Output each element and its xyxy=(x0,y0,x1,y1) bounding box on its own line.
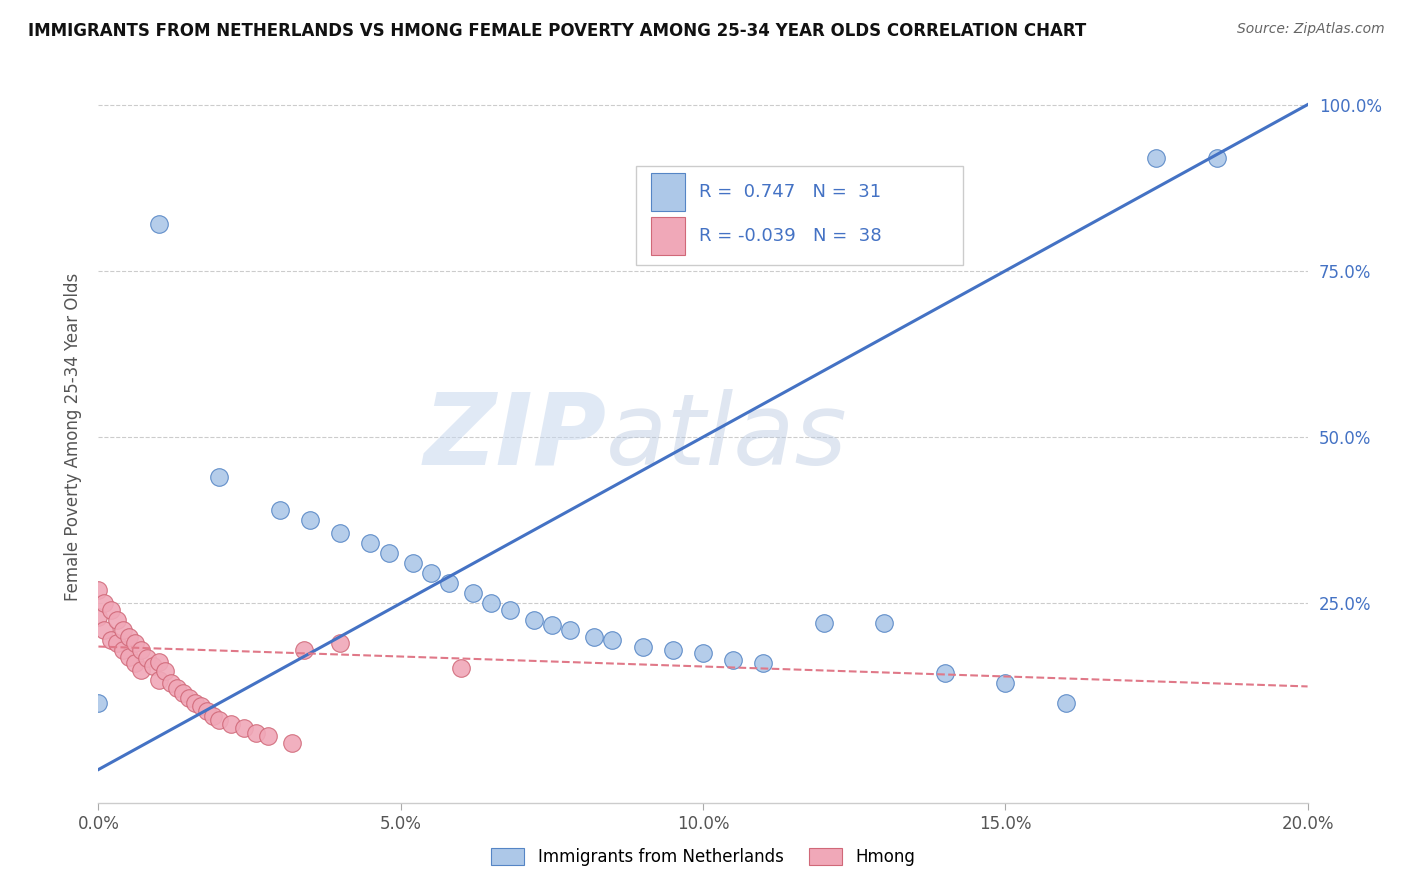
Point xyxy=(124,636,146,650)
Point xyxy=(329,636,352,650)
Point xyxy=(190,699,212,714)
Point xyxy=(111,623,134,637)
Point xyxy=(752,656,775,670)
FancyBboxPatch shape xyxy=(637,167,963,265)
Point xyxy=(299,513,322,527)
Legend: Immigrants from Netherlands, Hmong: Immigrants from Netherlands, Hmong xyxy=(482,840,924,875)
Point xyxy=(292,643,315,657)
Point xyxy=(202,709,225,723)
Point xyxy=(142,659,165,673)
Point xyxy=(153,664,176,678)
Point xyxy=(118,649,141,664)
Point xyxy=(1206,151,1229,165)
Point xyxy=(93,596,115,610)
Text: Source: ZipAtlas.com: Source: ZipAtlas.com xyxy=(1237,22,1385,37)
Text: R =  0.747   N =  31: R = 0.747 N = 31 xyxy=(699,183,882,201)
Point xyxy=(148,655,170,669)
Point xyxy=(934,666,956,681)
Point xyxy=(558,623,581,637)
Point xyxy=(873,616,896,631)
Point xyxy=(256,729,278,743)
Point xyxy=(420,566,443,581)
Point xyxy=(148,673,170,687)
Point xyxy=(129,663,152,677)
Point xyxy=(437,576,460,591)
Point xyxy=(135,650,157,665)
Point xyxy=(450,661,472,675)
Point xyxy=(184,696,207,710)
Point xyxy=(602,632,624,647)
Point xyxy=(148,217,170,231)
Point xyxy=(118,630,141,644)
Point xyxy=(100,603,122,617)
Bar xyxy=(651,173,685,211)
Text: IMMIGRANTS FROM NETHERLANDS VS HMONG FEMALE POVERTY AMONG 25-34 YEAR OLDS CORREL: IMMIGRANTS FROM NETHERLANDS VS HMONG FEM… xyxy=(28,22,1087,40)
Point xyxy=(208,713,231,727)
Text: ZIP: ZIP xyxy=(423,389,606,485)
Point xyxy=(1144,151,1167,165)
Point xyxy=(813,616,835,631)
Point xyxy=(87,582,110,597)
Point xyxy=(994,676,1017,690)
Point xyxy=(723,653,745,667)
Point xyxy=(160,676,183,690)
Point xyxy=(498,603,520,617)
Bar xyxy=(651,217,685,255)
Point xyxy=(232,722,254,736)
Point xyxy=(402,557,425,571)
Point xyxy=(172,686,194,700)
Point xyxy=(221,717,243,731)
Point xyxy=(481,596,503,610)
Point xyxy=(463,586,485,600)
Point xyxy=(281,736,304,750)
Point xyxy=(245,726,267,740)
Point xyxy=(124,656,146,670)
Point xyxy=(129,643,152,657)
Point xyxy=(692,646,714,660)
Y-axis label: Female Poverty Among 25-34 Year Olds: Female Poverty Among 25-34 Year Olds xyxy=(63,273,82,601)
Point xyxy=(105,636,128,650)
Text: R = -0.039   N =  38: R = -0.039 N = 38 xyxy=(699,227,882,245)
Point xyxy=(93,623,115,637)
Point xyxy=(329,526,352,541)
Point xyxy=(269,503,291,517)
Point xyxy=(111,643,134,657)
Point xyxy=(583,630,606,644)
Point xyxy=(1054,696,1077,710)
Point xyxy=(360,536,382,550)
Point xyxy=(195,704,218,718)
Point xyxy=(523,613,546,627)
Point xyxy=(661,643,683,657)
Point xyxy=(377,546,399,560)
Point xyxy=(540,617,562,632)
Point xyxy=(631,640,654,654)
Point xyxy=(87,609,110,624)
Point xyxy=(100,632,122,647)
Point xyxy=(166,681,188,696)
Point xyxy=(87,696,110,710)
Point xyxy=(105,613,128,627)
Point xyxy=(179,690,201,705)
Point xyxy=(208,470,231,484)
Text: atlas: atlas xyxy=(606,389,848,485)
